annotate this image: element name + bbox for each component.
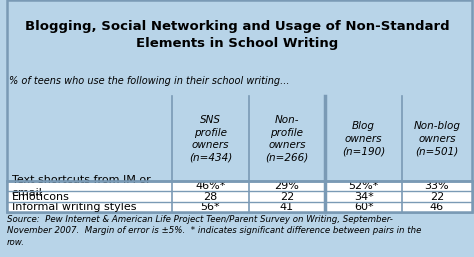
Text: 46: 46 [430,202,444,212]
Text: Text shortcuts from IM or
email: Text shortcuts from IM or email [12,175,151,198]
Text: Blogging, Social Networking and Usage of Non-Standard
Elements in School Writing: Blogging, Social Networking and Usage of… [25,20,449,50]
Text: 60*: 60* [354,202,374,212]
Text: 46%*: 46%* [195,181,226,191]
Text: 34*: 34* [354,192,374,201]
Text: 33%: 33% [425,181,449,191]
Text: 41: 41 [280,202,294,212]
Text: 56*: 56* [201,202,220,212]
Bar [7,0,472,212]
Bar [7,181,472,212]
Text: SNS
profile
owners
(n=434): SNS profile owners (n=434) [189,115,232,162]
Text: Non-
profile
owners
(n=266): Non- profile owners (n=266) [265,115,309,162]
Text: Source:  Pew Internet & American Life Project Teen/Parent Survey on Writing, Sep: Source: Pew Internet & American Life Pro… [7,215,421,247]
Text: Emoticons: Emoticons [12,192,70,201]
Text: 22: 22 [280,192,294,201]
Bar [7,181,472,212]
Text: Blog
owners
(n=190): Blog owners (n=190) [342,121,385,156]
Text: 29%: 29% [274,181,300,191]
Text: Non-blog
owners
(n=501): Non-blog owners (n=501) [413,121,460,156]
Text: 28: 28 [203,192,218,201]
Text: 52%*: 52%* [348,181,379,191]
Text: 22: 22 [429,192,444,201]
Text: % of teens who use the following in their school writing...: % of teens who use the following in thei… [9,76,290,86]
Text: Informal writing styles: Informal writing styles [12,202,137,212]
